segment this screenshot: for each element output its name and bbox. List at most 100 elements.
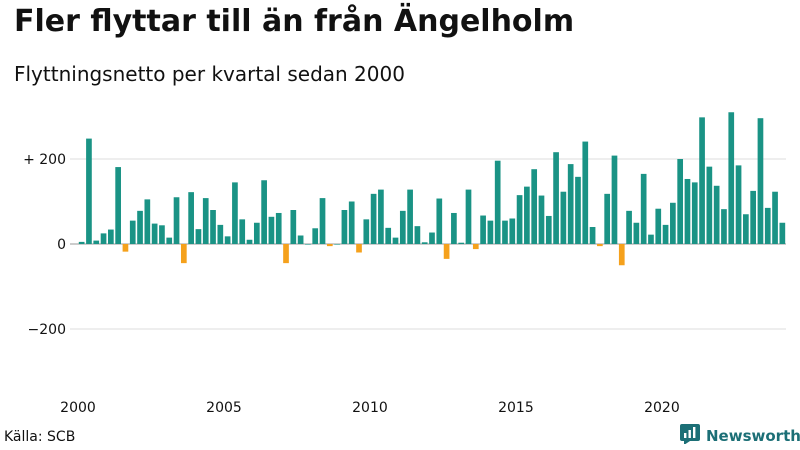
bar-2007-q1 xyxy=(283,244,289,264)
bar-2007-q3 xyxy=(297,235,304,244)
chart-subtitle: Flyttningsnetto per kvartal sedan 2000 xyxy=(14,62,405,86)
bar-2020-q3 xyxy=(677,159,684,244)
bar-2006-q3 xyxy=(268,216,275,244)
bar-2018-q1 xyxy=(604,193,611,244)
bar-2007-q2 xyxy=(290,210,297,244)
bar-2012-q4 xyxy=(451,212,457,244)
bar-2024-q1 xyxy=(779,222,786,244)
bar-2003-q3 xyxy=(180,244,187,264)
x-tick-label: 2010 xyxy=(352,400,388,416)
bar-2020-q2 xyxy=(670,202,676,245)
bar-2006-q2 xyxy=(261,180,267,244)
bar-2001-q1 xyxy=(108,229,114,244)
bar-2005-q2 xyxy=(232,182,238,245)
bar-2014-q1 xyxy=(487,220,494,245)
y-axis-ticks: + 200 0 −200 xyxy=(23,152,66,338)
bar-2001-q2 xyxy=(115,167,121,244)
bar-2017-q3 xyxy=(589,227,596,244)
source-label: Källa: SCB xyxy=(4,429,76,445)
bar-2023-q3 xyxy=(764,207,771,245)
bar-2003-q1 xyxy=(166,237,173,245)
bar-2005-q4 xyxy=(246,239,253,244)
bars xyxy=(78,112,786,266)
bar-2012-q1 xyxy=(429,232,435,244)
bar-2008-q1 xyxy=(312,228,319,244)
bar-2013-q1 xyxy=(458,242,465,244)
bar-2015-q1 xyxy=(516,195,523,245)
bar-2009-q1 xyxy=(341,210,348,244)
bar-2010-q3 xyxy=(385,227,392,244)
bar-2011-q3 xyxy=(414,226,421,244)
bar-2000-q2 xyxy=(86,138,92,244)
bar-2020-q1 xyxy=(662,224,669,245)
bar-2010-q2 xyxy=(378,189,384,244)
y-tick-label: −200 xyxy=(28,322,66,338)
x-tick-label: 2000 xyxy=(60,400,96,416)
bar-2017-q4 xyxy=(597,244,603,247)
bar-2021-q2 xyxy=(699,117,705,244)
bar-2000-q1 xyxy=(78,241,85,245)
bar-2011-q4 xyxy=(421,242,428,244)
bar-2004-q2 xyxy=(202,198,209,244)
bar-2010-q4 xyxy=(392,237,399,245)
bar-2003-q2 xyxy=(173,197,180,244)
bar-2022-q1 xyxy=(721,209,727,244)
bar-2023-q1 xyxy=(750,190,756,245)
bar-2018-q4 xyxy=(626,210,632,244)
bar-2004-q3 xyxy=(210,210,216,244)
bar-2014-q2 xyxy=(494,160,501,244)
bar-2018-q3 xyxy=(618,244,625,266)
bar-2011-q1 xyxy=(399,210,406,244)
bar-2019-q2 xyxy=(640,173,647,245)
bar-2022-q4 xyxy=(743,214,749,244)
bar-2004-q4 xyxy=(217,224,224,245)
newsworthy-logo[interactable]: Newsworthy xyxy=(680,424,800,448)
brand-name: Newsworthy xyxy=(706,427,800,445)
y-tick-label: 0 xyxy=(57,237,66,253)
x-tick-label: 2005 xyxy=(206,400,242,416)
bar-2002-q1 xyxy=(137,210,143,244)
bar-2007-q4 xyxy=(305,244,311,245)
x-axis-ticks: 2000 2005 2010 2015 2020 xyxy=(60,400,680,416)
bar-2000-q3 xyxy=(93,240,100,244)
bar-2012-q3 xyxy=(443,244,450,259)
bar-2016-q4 xyxy=(567,164,574,244)
bar-2012-q2 xyxy=(436,198,443,245)
bar-2015-q4 xyxy=(538,195,545,244)
bar-2021-q1 xyxy=(691,182,698,245)
bar-2006-q1 xyxy=(253,222,260,244)
bar-2014-q4 xyxy=(509,218,516,244)
bar-2013-q3 xyxy=(472,244,479,250)
bar-2017-q1 xyxy=(575,176,581,244)
bar-2013-q2 xyxy=(465,189,472,244)
bar-2010-q1 xyxy=(370,193,377,244)
bar-2022-q3 xyxy=(735,165,742,245)
bar-2019-q4 xyxy=(655,208,662,244)
x-tick-label: 2020 xyxy=(644,400,680,416)
bar-2021-q4 xyxy=(713,185,720,245)
bar-2016-q2 xyxy=(553,152,559,244)
bar-2015-q3 xyxy=(531,169,538,244)
bar-2009-q3 xyxy=(356,244,362,253)
x-tick-label: 2015 xyxy=(498,400,534,416)
bar-2000-q4 xyxy=(100,233,107,245)
y-tick-label: + 200 xyxy=(23,152,66,168)
bar-2018-q2 xyxy=(611,155,618,244)
bar-2023-q4 xyxy=(772,191,778,244)
bar-2017-q2 xyxy=(582,141,589,244)
bar-2011-q2 xyxy=(407,189,413,244)
bar-2002-q4 xyxy=(159,225,165,244)
newsworthy-icon xyxy=(680,424,700,448)
bar-2009-q2 xyxy=(348,201,355,244)
bar-2005-q3 xyxy=(239,219,246,244)
bar-2008-q3 xyxy=(326,244,333,247)
bar-2022-q2 xyxy=(728,112,735,244)
bar-2020-q4 xyxy=(684,178,691,244)
bar-2008-q4 xyxy=(334,244,340,245)
bar-2015-q2 xyxy=(524,186,530,245)
bar-2005-q1 xyxy=(224,236,231,244)
bar-2002-q2 xyxy=(144,199,151,245)
bar-2009-q4 xyxy=(363,219,370,244)
bar-2001-q3 xyxy=(122,244,129,252)
